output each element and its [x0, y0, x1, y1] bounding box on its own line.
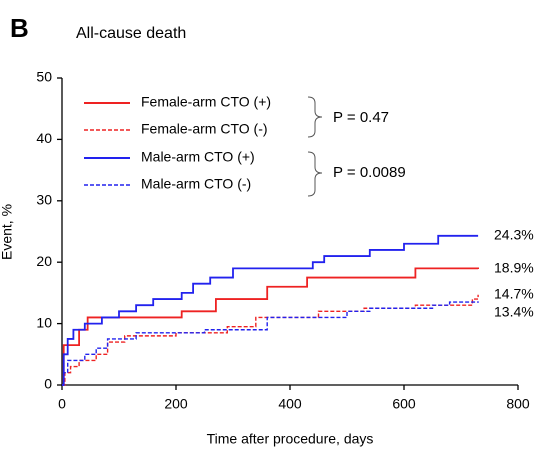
km-curve [62, 301, 479, 386]
end-label: 24.3% [494, 227, 534, 243]
y-tick-label: 0 [44, 376, 52, 392]
y-tick-label: 30 [36, 192, 52, 208]
panel-label: B [10, 13, 29, 43]
legend-label: Male-arm CTO (-) [141, 176, 251, 192]
x-tick-label: 600 [392, 396, 416, 412]
legend-label: Female-arm CTO (-) [141, 121, 268, 137]
chart-title: All-cause death [76, 25, 186, 42]
km-curve [62, 267, 479, 386]
end-label: 14.7% [494, 285, 534, 301]
x-tick-label: 800 [506, 396, 530, 412]
bracket [307, 96, 323, 138]
x-tick-label: 200 [164, 396, 188, 412]
end-label: 13.4% [494, 303, 534, 319]
x-tick-label: 0 [58, 396, 66, 412]
y-tick-label: 50 [36, 69, 52, 85]
km-curve [62, 294, 479, 386]
bracket [307, 151, 323, 197]
km-curve [62, 234, 479, 386]
legend-label: Female-arm CTO (+) [141, 94, 271, 110]
p-value: P = 0.0089 [333, 164, 406, 181]
y-tick-label: 10 [36, 314, 52, 330]
x-tick-label: 400 [278, 396, 302, 412]
x-axis-label: Time after procedure, days [207, 431, 374, 447]
y-axis-label: Event, % [0, 204, 15, 260]
legend-label: Male-arm CTO (+) [141, 149, 255, 165]
y-tick-label: 40 [36, 130, 52, 146]
p-value: P = 0.47 [333, 109, 389, 126]
y-tick-label: 20 [36, 253, 52, 269]
end-label: 18.9% [494, 260, 534, 276]
